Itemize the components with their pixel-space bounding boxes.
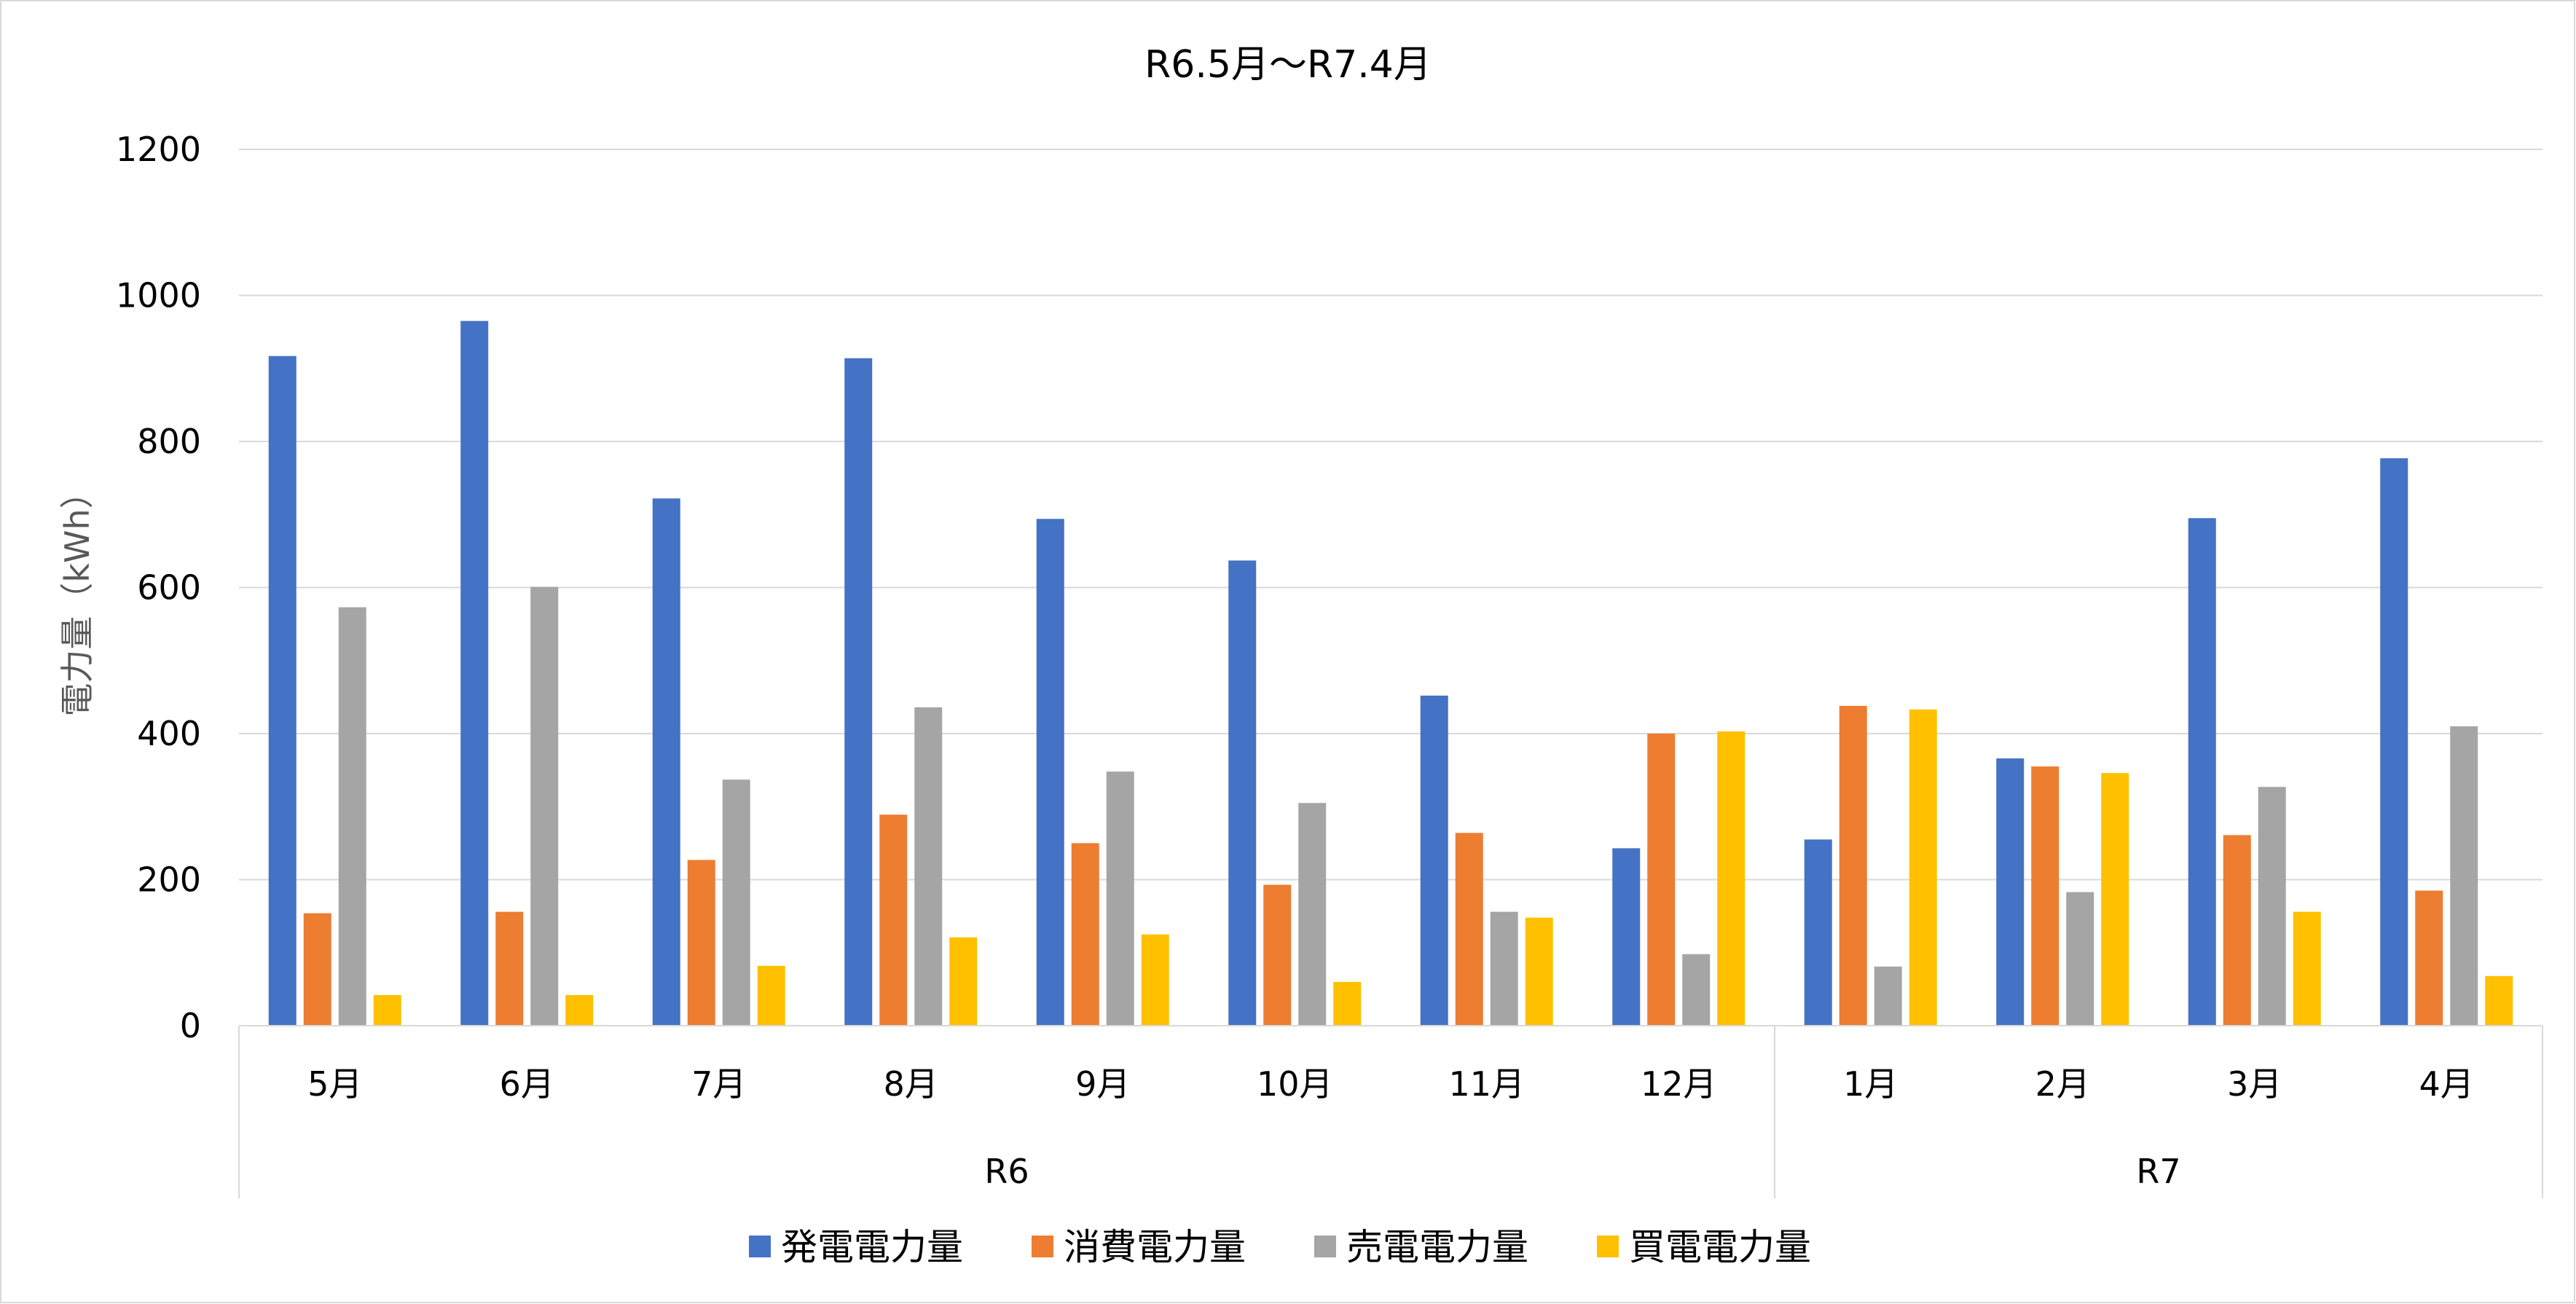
bar	[373, 994, 401, 1026]
y-tick-label: 800	[137, 422, 201, 461]
y-axis-ticks: 0 200 400 600 800 1000 1200	[116, 130, 201, 1045]
bars	[268, 321, 2513, 1026]
bar	[1804, 839, 1832, 1026]
bar	[1996, 758, 2025, 1026]
bar	[2066, 892, 2094, 1026]
legend-label: 発電電力量	[781, 1226, 963, 1268]
bar	[652, 498, 680, 1026]
bar	[879, 814, 908, 1026]
legend-label: 売電電力量	[1346, 1226, 1528, 1268]
series-1	[268, 321, 2408, 1026]
bar	[2450, 726, 2478, 1026]
x-tick-label: 8月	[884, 1064, 938, 1104]
bar	[757, 965, 785, 1026]
bar	[687, 860, 715, 1026]
bar	[268, 356, 297, 1026]
group-label: R6	[984, 1152, 1029, 1191]
x-axis: 5月 6月 7月 8月 9月 10月 11月 12月 1月 2月 3月 4月 R6 R7	[238, 1025, 2543, 1198]
x-tick-label: 2月	[2035, 1064, 2090, 1104]
legend-item: 消費電力量	[1032, 1226, 1246, 1268]
bar	[495, 911, 524, 1026]
chart-title: R6.5月～R7.4月	[1144, 43, 1432, 87]
y-tick-label: 200	[137, 860, 201, 900]
bar	[1455, 833, 1483, 1026]
bar	[1106, 771, 1134, 1026]
y-axis-label: 電力量（kWh）	[58, 475, 97, 716]
bar	[2258, 787, 2286, 1026]
gridlines	[239, 149, 2542, 881]
bar	[1298, 803, 1327, 1026]
x-tick-label: 11月	[1448, 1064, 1525, 1104]
bar	[2380, 458, 2408, 1026]
bar	[1071, 843, 1099, 1026]
bar	[1036, 519, 1064, 1026]
legend: 発電電力量 消費電力量 売電電力量 買電電力量	[749, 1226, 1811, 1268]
x-tick-label: 5月	[307, 1064, 362, 1104]
bar	[722, 779, 750, 1026]
bar	[1909, 709, 1937, 1026]
legend-swatch	[1032, 1236, 1053, 1257]
bar	[460, 321, 489, 1026]
bar	[1141, 934, 1169, 1026]
legend-label: 買電電力量	[1629, 1226, 1811, 1268]
x-tick-label: 1月	[1843, 1064, 1898, 1104]
y-tick-label: 600	[137, 568, 201, 608]
y-tick-label: 1200	[116, 130, 201, 169]
series-4	[373, 709, 2513, 1026]
bar	[2223, 835, 2251, 1026]
bar	[530, 586, 559, 1026]
bar	[565, 994, 594, 1026]
bar	[303, 913, 331, 1026]
bar	[949, 937, 978, 1026]
x-tick-label: 12月	[1641, 1064, 1717, 1104]
bar	[1333, 981, 1362, 1026]
y-tick-label: 0	[180, 1006, 201, 1045]
x-tick-label: 3月	[2227, 1064, 2282, 1104]
group-label: R7	[2136, 1152, 2180, 1191]
legend-item: 売電電力量	[1314, 1226, 1528, 1268]
legend-swatch	[749, 1236, 771, 1257]
bar	[914, 707, 943, 1026]
x-tick-label: 9月	[1075, 1064, 1130, 1104]
bar	[1525, 917, 1553, 1026]
bar	[1490, 911, 1518, 1026]
bar	[2293, 911, 2321, 1026]
x-tick-label: 6月	[500, 1064, 554, 1104]
bar	[1228, 560, 1257, 1026]
bar	[1717, 731, 1746, 1026]
series-2	[303, 705, 2443, 1026]
bar	[1263, 884, 1292, 1026]
bar	[2188, 518, 2216, 1026]
x-tick-label: 4月	[2419, 1064, 2474, 1104]
bar	[1839, 705, 1867, 1026]
y-tick-label: 400	[137, 714, 201, 753]
x-tick-label: 7月	[691, 1064, 746, 1104]
bar	[2485, 975, 2513, 1026]
bar	[844, 358, 873, 1026]
bar	[338, 607, 366, 1026]
bar	[1874, 966, 1902, 1026]
y-tick-label: 1000	[116, 276, 201, 315]
legend-item: 買電電力量	[1597, 1226, 1811, 1268]
bar	[1420, 695, 1448, 1026]
legend-swatch	[1597, 1236, 1619, 1257]
bar	[2101, 773, 2129, 1026]
x-tick-label: 10月	[1257, 1064, 1333, 1104]
bar	[1682, 954, 1711, 1026]
legend-label: 消費電力量	[1064, 1226, 1246, 1268]
legend-swatch	[1314, 1236, 1336, 1257]
legend-item: 発電電力量	[749, 1226, 963, 1268]
bar	[1612, 848, 1641, 1026]
series-3	[338, 586, 2478, 1026]
bar	[2031, 766, 2059, 1026]
bar	[1647, 734, 1676, 1026]
bar	[2415, 890, 2443, 1026]
